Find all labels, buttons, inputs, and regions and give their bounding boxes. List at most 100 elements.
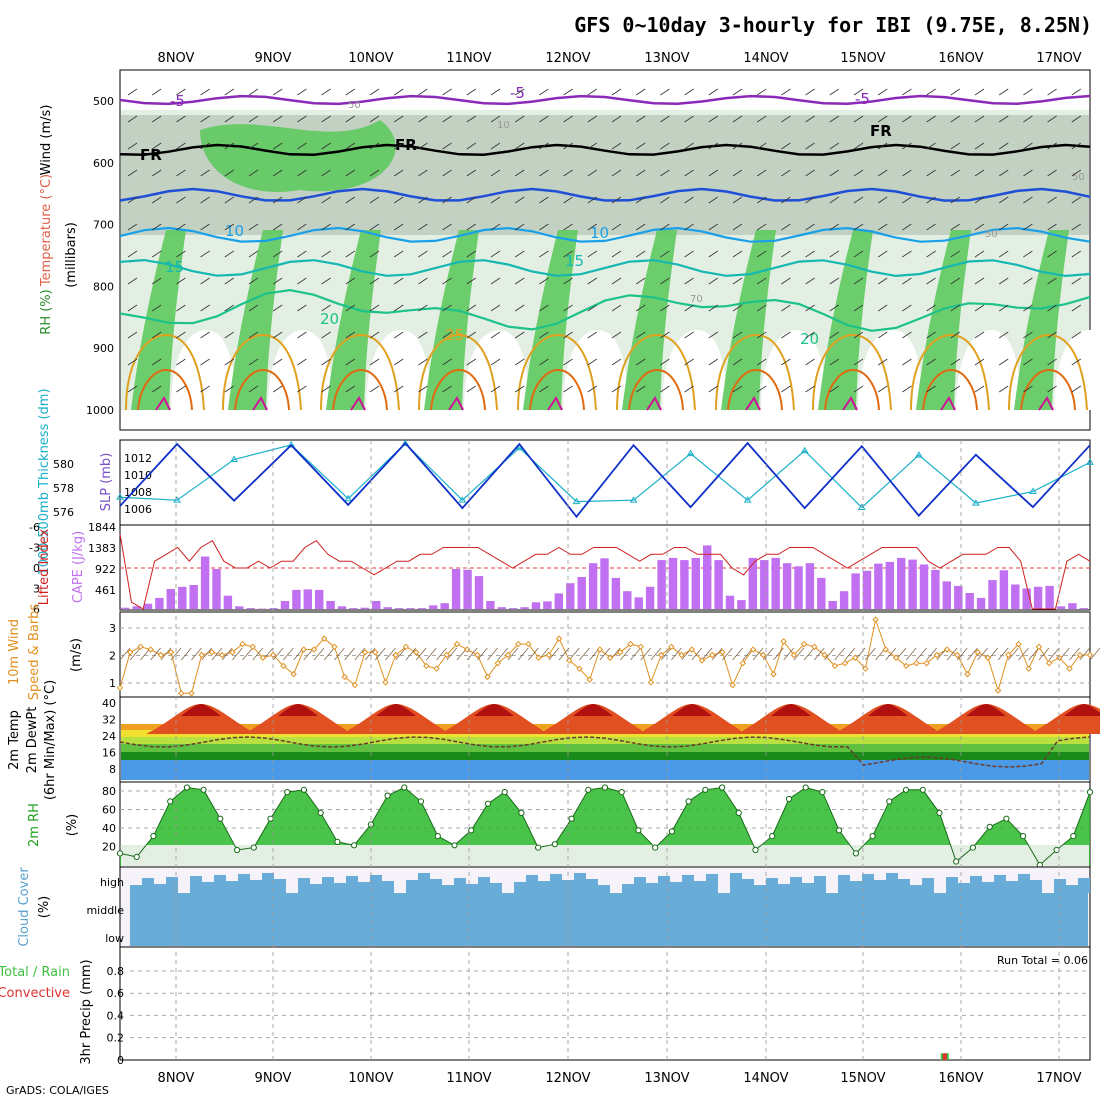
wind-barb [539,223,549,231]
wind-barb [708,115,719,123]
wind-point [841,659,849,667]
wind-barb [127,277,138,285]
upper-y-tick: 600 [93,157,114,170]
cape-bar [554,593,563,609]
minmax-label: (6hr Min/Max) (°C) [43,680,58,800]
rh2m-point [234,846,241,854]
wind-barb [902,88,912,96]
wind-point [239,640,246,648]
wind-point [760,651,767,659]
wind-barb [926,196,936,204]
cape-bar [132,606,141,609]
wind-barb [127,115,138,123]
wind-point [1045,659,1053,667]
wind-barb [998,250,1009,258]
wind-point [443,651,450,659]
isotherm-30 [529,368,585,411]
wind-point [668,643,675,651]
wind-barb [684,277,694,285]
wind-barb [539,331,549,339]
wind-barb [611,304,622,312]
cape-tick: 1383 [88,542,116,555]
isotherm-35 [646,396,662,411]
isotherm-30 [137,368,193,411]
date-label-top: 12NOV [545,51,590,66]
rh2m-point [769,833,776,840]
date-label-bottom: 9NOV [255,1071,292,1086]
wind-barb [732,304,743,312]
isotherm-25 [222,333,302,411]
cloud-high-bar [262,873,274,893]
wind-point [790,651,798,659]
cape-bar [691,557,700,609]
wind-point [923,659,930,667]
cloud-high-bar [562,880,574,893]
cloud-high-bar [622,884,634,893]
wind-barb [877,196,888,204]
wind-barb [297,223,307,231]
cloud-high-bar [154,884,166,893]
cape-tick: 461 [95,584,116,597]
wind-barb [369,169,380,177]
wind-barb [393,304,404,312]
isotherm-25 [616,333,696,411]
wind-barb [160,647,172,661]
rh2m-panel: 80 60 40 20 2m RH (%) [27,781,1094,869]
rh2m-point [535,844,542,851]
wind-barb [200,304,210,312]
wind-barb [701,647,713,661]
wind-barb [442,304,452,312]
wind-barb [393,169,404,177]
wind-barb [974,115,985,123]
rh2m-point [217,815,224,822]
wind-barb [1047,88,1057,96]
wind-point [770,670,777,678]
cape-bar [737,600,746,609]
wind-barb [200,250,210,258]
cape-bar [269,608,278,609]
wind-barb [950,142,961,150]
cape-bar [634,597,643,609]
wind-barb [635,277,646,285]
temp-tick: 16 [102,747,116,760]
wind-barb [127,331,138,339]
temp-tick: 8 [109,763,116,776]
wind-barb [442,142,452,150]
wind-barb [684,88,694,96]
cloud-high-bar [1054,879,1066,893]
cape-bar [897,557,906,609]
wind-barb [151,115,162,123]
contour-label: FR [140,146,162,164]
wind-barb [1071,250,1082,258]
wind-barb [487,647,498,661]
date-label-top: 16NOV [938,51,983,66]
thickness-point [287,440,296,448]
rh2m-point [167,798,174,805]
cape-bar [451,569,461,609]
wind-barb [176,88,186,96]
wind-barb [950,88,961,96]
isotherm-35 [1038,396,1054,411]
wind-barb [877,169,888,177]
wind-barb [611,331,622,339]
cape-bar [406,608,415,609]
thickness-point [572,497,581,505]
wind-barb [587,385,598,393]
rh2m-point [752,846,759,854]
wind-barb [1047,304,1057,312]
wind-barb [877,358,888,366]
isotherm-25 [715,333,795,411]
wind-barb [151,385,162,393]
wind-barb [151,358,162,366]
wind-barb [1047,169,1057,177]
cape-bar [178,586,187,609]
cloud-high-bar [418,873,430,893]
temp-peak [736,704,846,734]
wind-barb [1028,647,1040,661]
wind-point [862,665,869,672]
wind-barb [756,277,767,285]
thickness-point [458,496,467,503]
wind-barb [272,358,283,366]
wind-barb [127,169,138,177]
cloud-high-bar [166,877,178,893]
